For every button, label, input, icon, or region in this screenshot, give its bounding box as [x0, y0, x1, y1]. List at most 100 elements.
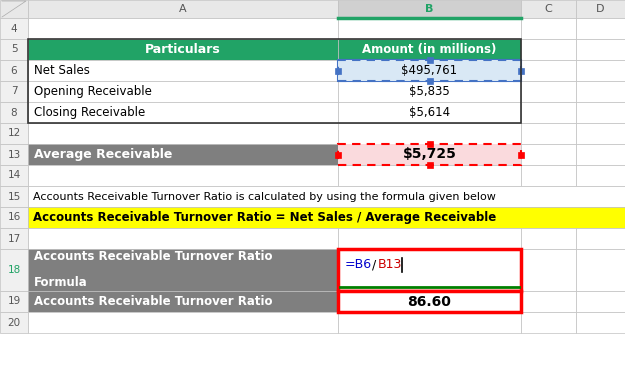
Bar — [521, 81, 576, 102]
Bar — [338, 60, 521, 81]
Text: 15: 15 — [8, 191, 21, 201]
Bar — [0, 39, 28, 60]
Text: 86.60: 86.60 — [408, 295, 451, 308]
Text: A: A — [179, 4, 187, 14]
Text: Closing Receivable: Closing Receivable — [34, 106, 145, 119]
Bar — [0, 228, 28, 249]
Bar — [0, 144, 28, 165]
Text: 6: 6 — [11, 66, 18, 75]
Text: Accounts Receivable Turnover Ratio: Accounts Receivable Turnover Ratio — [34, 251, 272, 263]
Bar — [521, 249, 576, 291]
Text: B: B — [425, 4, 434, 14]
Bar — [0, 186, 28, 207]
Bar — [521, 165, 576, 186]
Bar — [338, 312, 521, 333]
Bar — [0, 0, 28, 18]
Bar — [521, 312, 576, 333]
Bar — [521, 0, 576, 18]
Bar — [28, 123, 338, 144]
Bar — [426, 141, 432, 147]
Text: 18: 18 — [8, 265, 21, 275]
Bar — [426, 78, 432, 84]
Bar — [0, 165, 28, 186]
Text: 5: 5 — [11, 44, 18, 54]
Text: 14: 14 — [8, 170, 21, 181]
Bar — [0, 207, 28, 228]
Bar — [576, 312, 625, 333]
Bar — [521, 228, 576, 249]
Text: Opening Receivable: Opening Receivable — [34, 85, 152, 98]
Text: 19: 19 — [8, 297, 21, 307]
Bar — [338, 249, 521, 291]
Text: 12: 12 — [8, 129, 21, 138]
Text: C: C — [544, 4, 552, 14]
Text: Particulars: Particulars — [145, 43, 221, 56]
Text: 4: 4 — [11, 23, 18, 34]
Bar — [576, 291, 625, 312]
Text: $495,761: $495,761 — [401, 64, 458, 77]
Bar — [338, 228, 521, 249]
Bar — [338, 144, 521, 165]
Bar — [28, 102, 338, 123]
Bar — [521, 18, 576, 39]
Bar — [28, 249, 338, 291]
Text: $5,835: $5,835 — [409, 85, 450, 98]
Bar — [576, 228, 625, 249]
Text: Amount (in millions): Amount (in millions) — [362, 43, 497, 56]
Bar — [0, 60, 28, 81]
Text: 16: 16 — [8, 213, 21, 223]
Bar — [0, 291, 28, 312]
Bar — [518, 68, 524, 73]
Bar — [0, 312, 28, 333]
Bar — [518, 151, 524, 157]
Text: Accounts Receivable Turnover Ratio = Net Sales / Average Receivable: Accounts Receivable Turnover Ratio = Net… — [33, 211, 496, 224]
Bar — [338, 144, 521, 165]
Bar — [426, 57, 432, 63]
Bar — [338, 123, 521, 144]
Bar — [521, 144, 576, 165]
Text: 8: 8 — [11, 107, 18, 117]
Bar — [28, 39, 521, 123]
Bar — [28, 60, 338, 81]
Bar — [28, 165, 338, 186]
Text: $5,725: $5,725 — [402, 147, 456, 162]
Bar — [576, 123, 625, 144]
Text: D: D — [596, 4, 605, 14]
Bar — [521, 39, 576, 60]
Bar — [28, 0, 338, 18]
Bar — [338, 0, 521, 18]
Bar — [338, 165, 521, 186]
Text: Accounts Receivable Turnover Ratio is calculated by using the formula given belo: Accounts Receivable Turnover Ratio is ca… — [33, 191, 496, 201]
Text: =B6: =B6 — [345, 258, 372, 272]
Text: /: / — [372, 258, 376, 272]
Text: 7: 7 — [11, 87, 18, 97]
Text: Accounts Receivable Turnover Ratio: Accounts Receivable Turnover Ratio — [34, 295, 272, 308]
Bar — [338, 249, 521, 291]
Bar — [335, 68, 341, 73]
Bar — [338, 102, 521, 123]
Bar — [0, 18, 28, 39]
Bar — [28, 228, 338, 249]
Bar — [0, 123, 28, 144]
Text: 17: 17 — [8, 233, 21, 244]
Text: B13: B13 — [378, 258, 402, 272]
Bar — [28, 81, 338, 102]
Bar — [335, 151, 341, 157]
Bar — [338, 18, 521, 39]
Bar — [0, 249, 28, 291]
Bar — [338, 291, 521, 312]
Bar — [576, 81, 625, 102]
Bar — [521, 123, 576, 144]
Text: Net Sales: Net Sales — [34, 64, 90, 77]
Bar — [521, 291, 576, 312]
Bar — [28, 39, 338, 60]
Bar — [576, 249, 625, 291]
Bar — [338, 81, 521, 102]
Text: $5,614: $5,614 — [409, 106, 450, 119]
Bar — [28, 144, 338, 165]
Bar — [28, 291, 338, 312]
Bar — [576, 60, 625, 81]
Bar — [576, 102, 625, 123]
Bar — [28, 186, 625, 207]
Text: Formula: Formula — [34, 276, 88, 289]
